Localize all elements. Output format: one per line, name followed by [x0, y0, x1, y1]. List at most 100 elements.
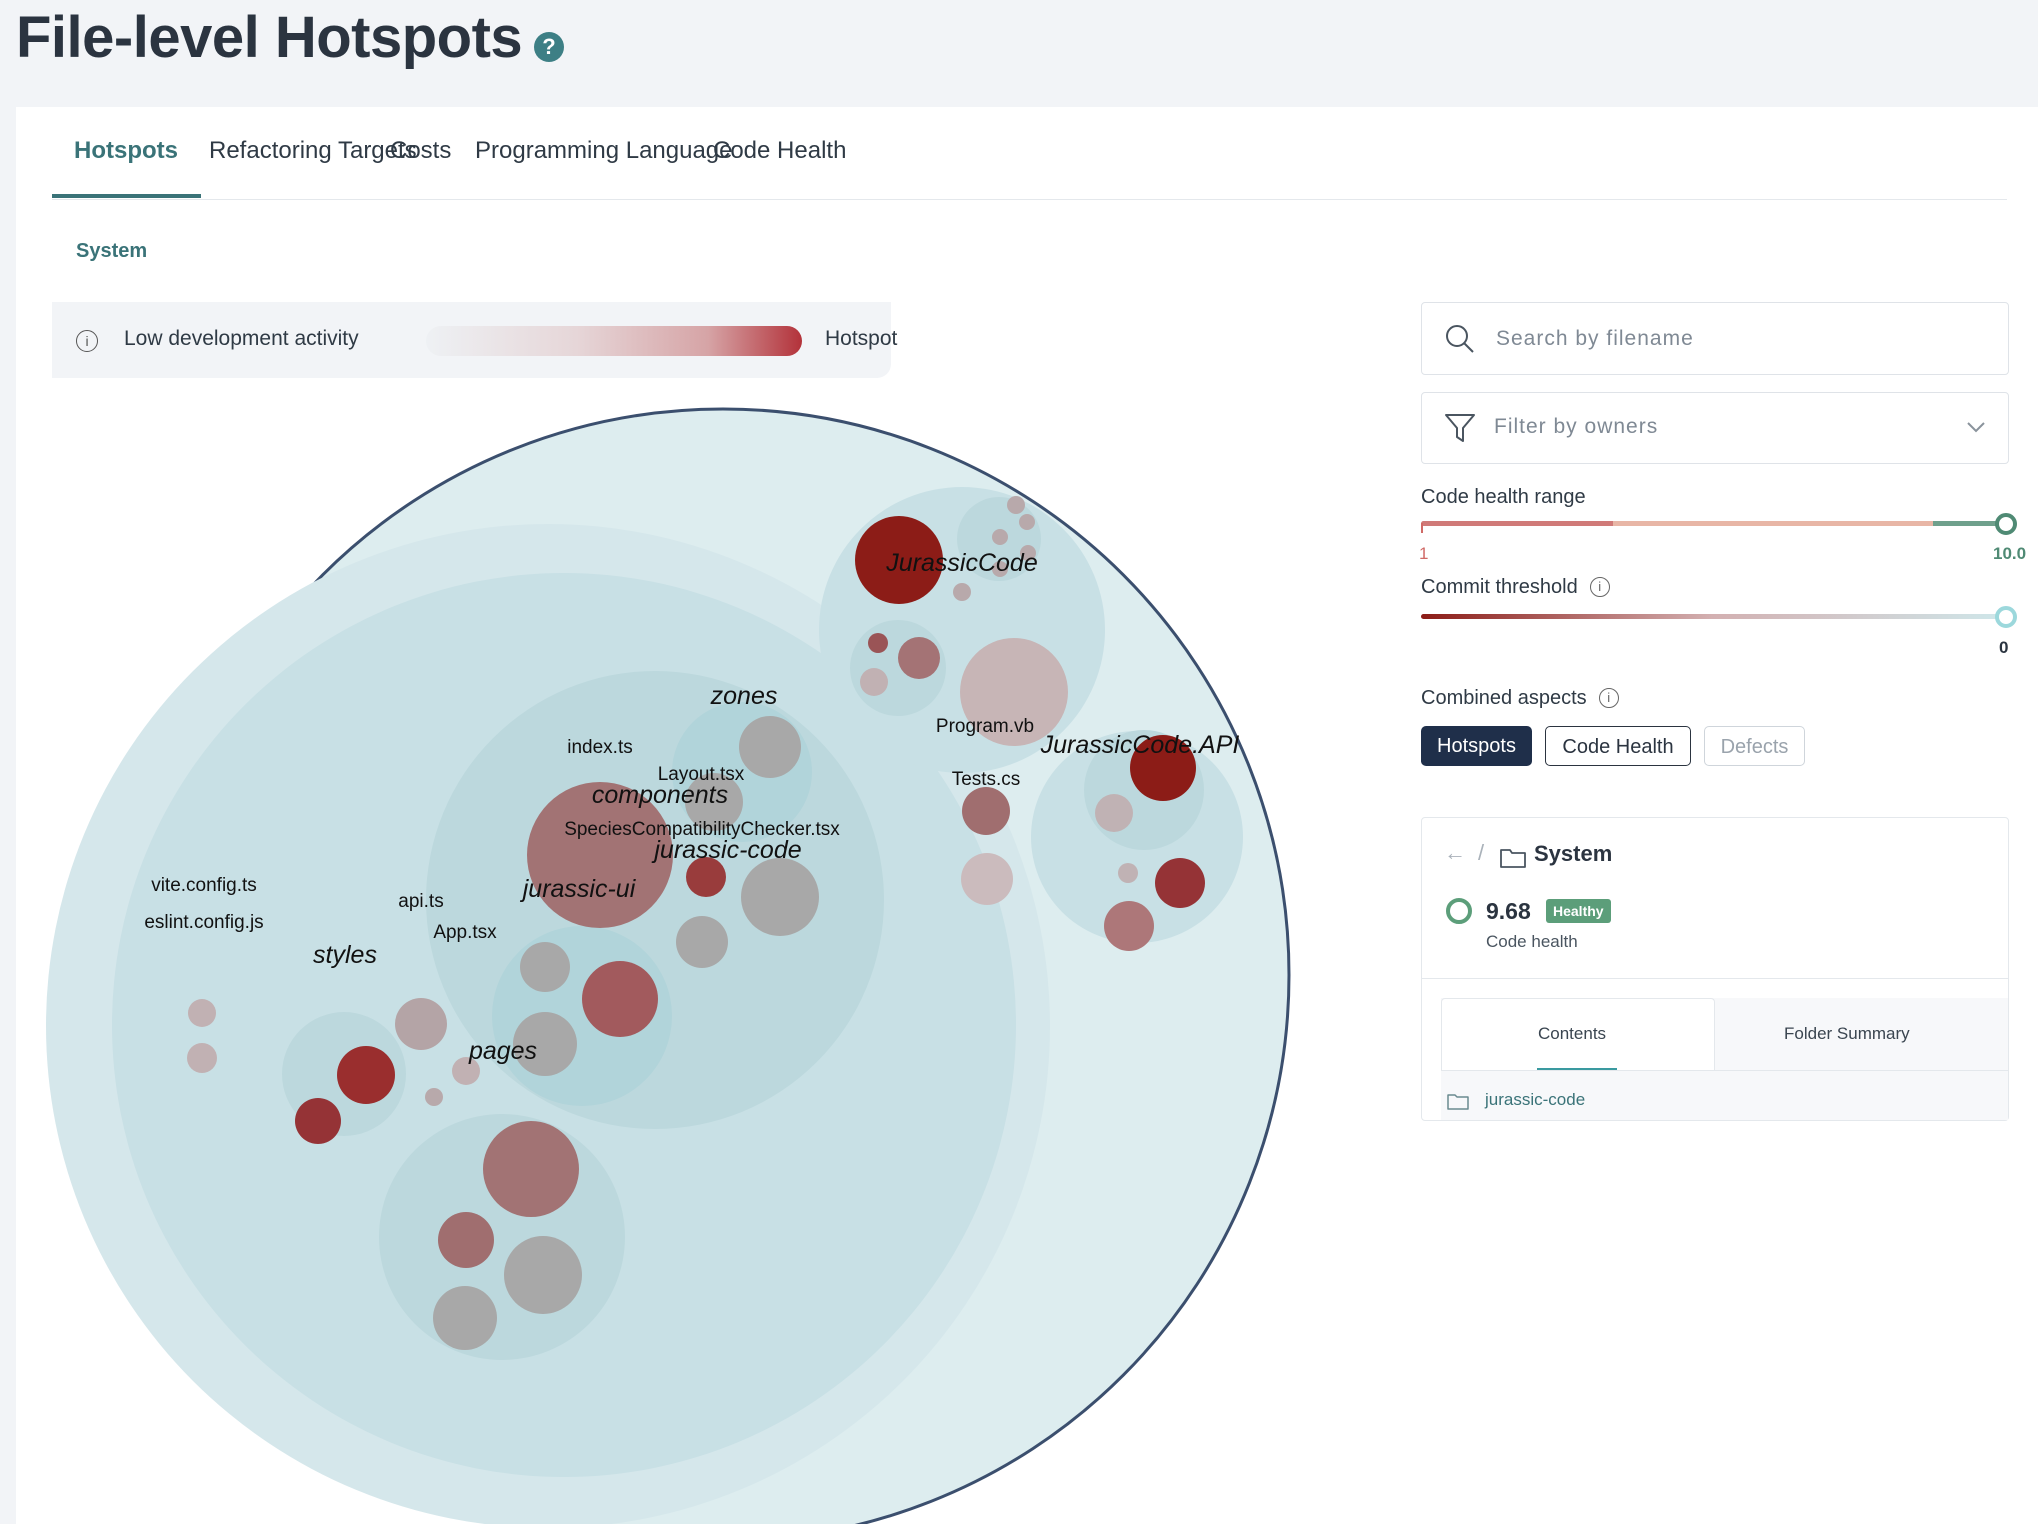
file-circle	[1104, 901, 1154, 951]
commit-threshold-track[interactable]	[1421, 614, 2003, 619]
tab-code-health[interactable]: Code Health	[713, 137, 847, 164]
aspect-hotspots-button[interactable]: Hotspots	[1421, 726, 1532, 766]
tab-hotspots[interactable]: Hotspots	[74, 137, 178, 164]
file-label-app-tsx: App.tsx	[433, 922, 497, 943]
file-circle	[520, 942, 570, 992]
file-circle	[992, 561, 1008, 577]
file-circle	[741, 858, 819, 936]
owners-filter[interactable]: Filter by owners	[1421, 392, 2009, 464]
file-circle	[582, 961, 658, 1037]
code-health-range-label: Code health range	[1421, 486, 1586, 508]
aspect-code-health-button[interactable]: Code Health	[1545, 726, 1691, 766]
file-circle	[1019, 514, 1035, 530]
file-circle	[527, 782, 673, 928]
hotspot-circle-pack[interactable]: JurassicCode JurassicCode.API zones comp…	[16, 107, 1386, 1524]
commit-threshold-text: Commit threshold	[1421, 576, 1578, 598]
file-circle	[953, 583, 971, 601]
file-circle	[1007, 496, 1025, 514]
tab-costs[interactable]: Costs	[390, 137, 452, 164]
file-label-eslint-config: eslint.config.js	[144, 912, 263, 933]
file-circle	[960, 638, 1068, 746]
panel-folder-name: System	[1534, 841, 1613, 866]
info-icon[interactable]: i	[76, 330, 98, 352]
filter-icon	[1445, 414, 1475, 442]
file-circle	[433, 1286, 497, 1350]
file-circle	[188, 999, 216, 1027]
folder-icon	[1500, 849, 1526, 868]
file-circle	[860, 668, 888, 696]
dir-label-jurassiccode: JurassicCode	[885, 549, 1037, 577]
tab-folder-summary[interactable]: Folder Summary	[1784, 1024, 1910, 1043]
file-label-index-ts: index.ts	[567, 737, 632, 758]
file-circle	[676, 916, 728, 968]
code-health-max-value: 10.0	[1993, 544, 2027, 563]
active-subtab-indicator	[1537, 1068, 1617, 1070]
file-circle	[855, 516, 943, 604]
file-circle	[483, 1121, 579, 1217]
file-circle	[1118, 863, 1138, 883]
legend-gradient	[426, 326, 802, 356]
code-health-range-track[interactable]	[1421, 521, 2003, 526]
folder-icon	[1447, 1094, 1469, 1110]
file-circle	[504, 1236, 582, 1314]
breadcrumb-separator: /	[1478, 840, 1485, 865]
file-label-api-ts: api.ts	[398, 891, 443, 912]
code-health-ring-icon	[1446, 898, 1472, 924]
file-circle	[395, 998, 447, 1050]
info-icon[interactable]: i	[1598, 688, 1619, 708]
main-card: Hotspots Refactoring Targets Costs Progr…	[16, 107, 2038, 1524]
code-health-min-marker	[1421, 523, 1423, 533]
legend-low-label: Low development activity	[124, 327, 359, 350]
tab-programming-language[interactable]: Programming Language	[475, 137, 733, 164]
file-circle	[961, 853, 1013, 905]
code-health-max-handle[interactable]	[1995, 513, 2017, 535]
combined-aspects-text: Combined aspects	[1421, 687, 1587, 709]
legend-high-label: Hotspot	[825, 327, 898, 350]
commit-threshold-handle[interactable]	[1995, 606, 2017, 628]
breadcrumb-system[interactable]: System	[76, 240, 148, 262]
commit-threshold-value: 0	[1999, 638, 2009, 657]
tab-refactoring-targets[interactable]: Refactoring Targets	[209, 137, 417, 164]
active-subtab-background	[1441, 998, 1715, 1070]
question-circle-icon[interactable]: ?	[534, 32, 564, 62]
dir-label-zones: zones	[710, 682, 778, 710]
active-tab-indicator	[52, 194, 201, 198]
file-circle	[337, 1046, 395, 1104]
commit-threshold-label: Commit threshold i	[1421, 576, 1610, 599]
combined-aspects-label: Combined aspects i	[1421, 687, 1619, 710]
tab-bar: Hotspots Refactoring Targets Costs Progr…	[52, 107, 2007, 200]
file-circle	[425, 1088, 443, 1106]
chevron-down-icon	[1967, 422, 1985, 433]
file-circle	[187, 1043, 217, 1073]
file-circle	[513, 1012, 577, 1076]
code-health-min-value: 1	[1419, 544, 1429, 563]
search-input[interactable]	[1494, 320, 1978, 358]
code-health-score-label: Code health	[1486, 932, 1578, 951]
file-circle	[739, 716, 801, 778]
info-icon[interactable]: i	[1589, 577, 1610, 597]
file-circle	[452, 1057, 480, 1085]
details-panel: ← / System 9.68 Healthy Code health Cont…	[1421, 817, 2009, 1121]
file-circle	[898, 637, 940, 679]
page-title: File-level Hotspots	[16, 5, 523, 70]
file-circle	[1155, 858, 1205, 908]
list-item[interactable]: jurassic-code	[1485, 1090, 1586, 1109]
file-circle	[295, 1098, 341, 1144]
dir-label-pages: pages	[468, 1037, 537, 1065]
tab-contents[interactable]: Contents	[1538, 1024, 1607, 1043]
owners-filter-placeholder: Filter by owners	[1494, 415, 1659, 438]
hotspot-legend: i Low development activity Hotspot	[52, 302, 897, 378]
aspect-defects-button: Defects	[1704, 726, 1805, 766]
file-circle	[962, 787, 1010, 835]
panel-divider	[1422, 978, 2008, 979]
status-badge: Healthy	[1546, 899, 1611, 923]
back-arrow-icon[interactable]: ←	[1444, 840, 1466, 865]
file-circle	[1020, 545, 1036, 561]
code-health-score: 9.68	[1486, 898, 1531, 924]
dir-label-styles: styles	[313, 941, 377, 969]
file-circle	[438, 1212, 494, 1268]
file-label-vite-config: vite.config.ts	[151, 875, 257, 896]
file-label-program-vb: Program.vb	[936, 716, 1034, 737]
file-circle	[1130, 735, 1196, 801]
dir-label-components: components	[592, 781, 728, 809]
